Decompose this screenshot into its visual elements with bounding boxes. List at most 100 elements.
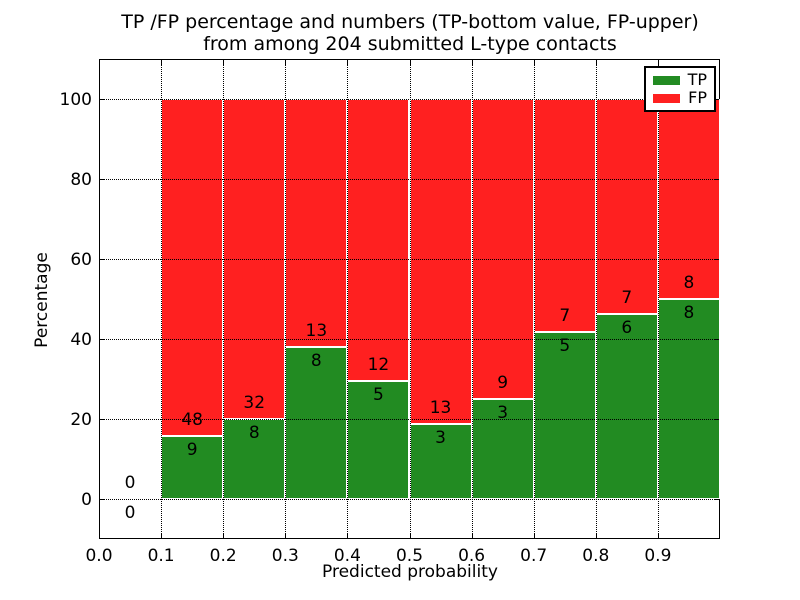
tp-count-label: 0: [124, 503, 136, 523]
tp-count-label: 6: [621, 318, 633, 339]
bar-fp-segment: [347, 99, 410, 382]
x-tick-label: 0.0: [85, 546, 113, 566]
x-gridline: [285, 60, 287, 538]
bar-tp-segment: [595, 314, 658, 499]
y-gridline: [100, 339, 719, 341]
tp-count-label: 3: [497, 403, 509, 423]
x-gridline: [595, 60, 598, 538]
chart-title-line2: from among 204 submitted L-type contacts: [203, 33, 617, 55]
x-tick-top: [409, 60, 411, 65]
x-tick-top: [471, 60, 473, 65]
x-tick-label: 0.7: [520, 546, 548, 566]
chart-title: TP /FP percentage and numbers (TP-bottom…: [99, 11, 721, 55]
y-tick-right: [714, 419, 719, 420]
y-tick-label: 60: [70, 250, 92, 270]
y-gridline: [100, 419, 719, 421]
x-tick-top: [657, 60, 659, 65]
fp-count-label: 12: [367, 355, 390, 376]
fp-count-label: 13: [429, 398, 452, 418]
bar-tp-segment: [161, 435, 224, 499]
bar-tp-segment: [347, 381, 410, 499]
legend-entry-tp: TP: [653, 72, 707, 88]
tp-count-label: 5: [373, 385, 384, 406]
bar-fp-segment: [533, 99, 596, 333]
y-tick-label: 20: [70, 410, 92, 430]
x-gridline: [223, 60, 225, 538]
x-tick-bottom: [285, 533, 287, 538]
x-gridline: [161, 60, 163, 538]
x-tick-top: [595, 60, 597, 65]
fp-count-label: 7: [559, 306, 571, 327]
y-gridline: [100, 99, 719, 101]
x-tick-top: [223, 60, 225, 65]
x-tick-bottom: [409, 533, 411, 538]
fp-count-label: 8: [683, 273, 695, 293]
y-tick-left: [100, 419, 105, 420]
fp-count-label: 32: [243, 393, 266, 413]
x-axis-label: Predicted probability: [322, 562, 498, 582]
legend-label-fp: FP: [688, 88, 707, 107]
bar-tp-segment: [657, 299, 720, 499]
y-tick-right: [714, 259, 719, 260]
bar-fp-segment: [595, 99, 658, 315]
y-gridline: [100, 179, 719, 181]
tp-count-label: 5: [559, 336, 571, 357]
x-tick-bottom: [347, 533, 349, 538]
x-tick-label: 0.8: [582, 546, 610, 566]
tp-count-label: 8: [310, 350, 322, 371]
y-tick-label: 100: [59, 90, 92, 110]
y-tick-left: [100, 499, 105, 500]
x-tick-label: 0.4: [333, 546, 361, 566]
x-tick-top: [285, 60, 287, 65]
x-gridline: [533, 60, 536, 538]
bar-fp-segment: [161, 99, 224, 436]
x-tick-top: [99, 60, 100, 65]
fp-count-label: 9: [497, 373, 509, 393]
x-tick-bottom: [595, 533, 597, 538]
bar-tp-segment: [533, 332, 596, 499]
y-tick-label: 40: [70, 330, 92, 350]
x-tick-bottom: [99, 533, 100, 538]
y-tick-right: [714, 99, 719, 100]
x-tick-label: 0.2: [209, 546, 237, 566]
x-tick-label: 0.5: [395, 546, 424, 566]
y-tick-label: 80: [70, 170, 92, 190]
fp-count-label: 0: [124, 473, 136, 493]
y-tick-right: [714, 179, 719, 180]
y-tick-right: [714, 499, 719, 500]
y-tick-right: [714, 339, 719, 340]
x-tick-top: [347, 60, 349, 65]
tp-count-label: 3: [435, 428, 446, 448]
x-tick-bottom: [657, 533, 659, 538]
bar-tp-segment: [285, 346, 348, 499]
fp-count-label: 13: [305, 320, 328, 341]
x-tick-bottom: [223, 533, 225, 538]
tp-count-label: 9: [186, 439, 198, 460]
legend-entry-fp: FP: [653, 90, 707, 106]
x-tick-top: [533, 60, 535, 65]
y-tick-left: [100, 99, 105, 100]
legend-swatch-tp: [653, 75, 680, 85]
bar-fp-segment: [285, 99, 348, 347]
y-gridline: [100, 499, 719, 501]
x-tick-label: 0.9: [644, 546, 672, 566]
x-tick-label: 0.3: [271, 546, 299, 566]
x-gridline: [347, 60, 349, 538]
bar-fp-segment: [409, 99, 472, 424]
legend-swatch-fp: [653, 93, 680, 103]
legend-label-tp: TP: [687, 70, 707, 89]
x-tick-bottom: [533, 533, 535, 538]
fp-count-label: 48: [181, 409, 203, 430]
x-tick-label: 0.1: [147, 546, 175, 566]
x-tick-bottom: [471, 533, 473, 538]
x-gridline: [657, 60, 660, 538]
bar-fp-segment: [657, 99, 720, 299]
tp-count-label: 8: [248, 423, 260, 443]
x-tick-label: 0.6: [458, 546, 486, 566]
x-tick-bottom: [161, 533, 163, 538]
y-tick-label: 0: [81, 490, 92, 510]
y-tick-left: [100, 259, 105, 260]
y-tick-left: [100, 339, 105, 340]
y-gridline: [100, 259, 719, 261]
